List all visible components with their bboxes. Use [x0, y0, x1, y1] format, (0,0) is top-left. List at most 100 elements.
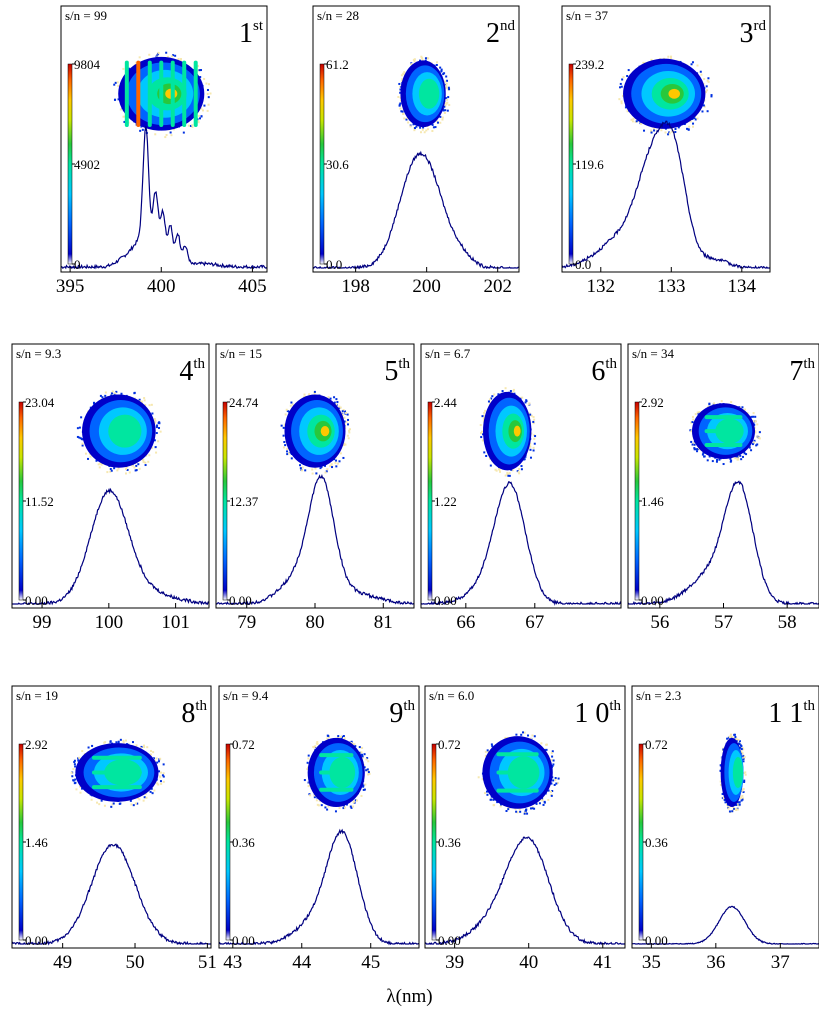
speckle — [484, 754, 487, 757]
speckle — [77, 759, 80, 762]
speckle — [713, 402, 716, 405]
order-suffix: st — [253, 18, 264, 34]
speckle — [444, 101, 447, 104]
speckle — [125, 468, 128, 471]
speckle — [158, 421, 161, 424]
speckle — [149, 790, 152, 793]
speckle — [480, 432, 483, 435]
speckle — [284, 413, 287, 416]
spectrum-line — [313, 150, 519, 270]
speckle — [314, 745, 317, 748]
speckle — [619, 82, 622, 85]
speckle — [738, 801, 741, 804]
beam-profile-image — [397, 55, 451, 134]
speckle — [345, 412, 348, 415]
speckle — [335, 403, 338, 406]
speckle — [477, 776, 480, 779]
speckle — [706, 110, 709, 113]
speckle — [301, 469, 304, 472]
speckle — [165, 51, 168, 54]
speckle — [365, 769, 368, 772]
speckle — [547, 798, 550, 801]
colorbar-tick-label: 24.74 — [229, 395, 259, 410]
speckle — [207, 103, 210, 106]
speckle — [626, 110, 629, 113]
beam-profile-image — [113, 51, 212, 139]
speckle — [288, 452, 291, 455]
speckle — [737, 454, 740, 457]
speckle — [73, 782, 76, 785]
colorbar — [638, 743, 644, 941]
speckle — [491, 745, 494, 748]
order-suffix: th — [605, 356, 617, 372]
speckle — [199, 76, 202, 79]
speckle — [696, 117, 699, 120]
speckle — [342, 409, 345, 412]
speckle — [481, 415, 484, 418]
fringe-band — [91, 755, 142, 760]
speckle — [324, 464, 327, 467]
speckle — [523, 731, 526, 734]
colorbar-tick-label: 1.46 — [641, 494, 664, 509]
speckle — [723, 798, 726, 801]
spectrum-line — [61, 126, 267, 270]
speckle — [730, 401, 733, 404]
speckle — [335, 459, 338, 462]
speckle — [313, 392, 316, 395]
speckle — [482, 417, 485, 420]
panel-frame — [561, 5, 771, 273]
order-label: 5th — [384, 356, 410, 387]
speckle — [161, 774, 164, 777]
speckle — [734, 457, 737, 460]
speckle — [180, 58, 183, 61]
speckle — [347, 423, 350, 426]
speckle — [518, 808, 521, 811]
speckle — [743, 779, 746, 782]
speckle — [532, 449, 535, 452]
speckle — [707, 77, 710, 80]
speckle — [527, 403, 530, 406]
speckle — [336, 401, 339, 404]
speckle — [512, 388, 515, 391]
speckle — [529, 448, 532, 451]
speckle — [81, 444, 84, 447]
speckle — [87, 746, 90, 749]
speckle — [399, 102, 402, 105]
speckle — [115, 390, 118, 393]
fringe-band — [496, 770, 539, 775]
speckle — [360, 751, 363, 754]
speckle — [425, 129, 428, 132]
intensity-contour — [668, 88, 681, 99]
colorbar-tick-label: 0.36 — [232, 835, 255, 850]
speckle — [692, 122, 695, 125]
speckle — [162, 775, 165, 778]
speckle — [98, 803, 101, 806]
speckle — [81, 442, 84, 445]
speckle — [731, 736, 734, 739]
speckle — [113, 467, 116, 470]
panel-9: 0.72 0.36 0.00 s/n = 9.4 9th 43 44 45 — [218, 685, 420, 973]
speckle — [551, 755, 554, 758]
speckle — [741, 798, 744, 801]
speckle — [203, 77, 206, 80]
speckle — [516, 811, 519, 814]
speckle — [667, 133, 670, 136]
speckle — [401, 78, 404, 81]
speckle — [344, 443, 347, 446]
speckle — [349, 805, 352, 808]
speckle — [650, 58, 653, 61]
x-tick-label: 400 — [147, 276, 176, 297]
speckle — [754, 420, 757, 423]
speckle — [89, 455, 92, 458]
speckle — [341, 410, 344, 413]
speckle — [532, 420, 535, 423]
speckle — [314, 467, 317, 470]
speckle — [348, 428, 351, 431]
speckle — [504, 387, 507, 390]
speckle — [706, 89, 709, 92]
speckle — [529, 413, 532, 416]
spectrum-line — [632, 905, 819, 945]
order-suffix: th — [803, 356, 815, 372]
speckle — [620, 100, 623, 103]
speckle — [339, 452, 342, 455]
